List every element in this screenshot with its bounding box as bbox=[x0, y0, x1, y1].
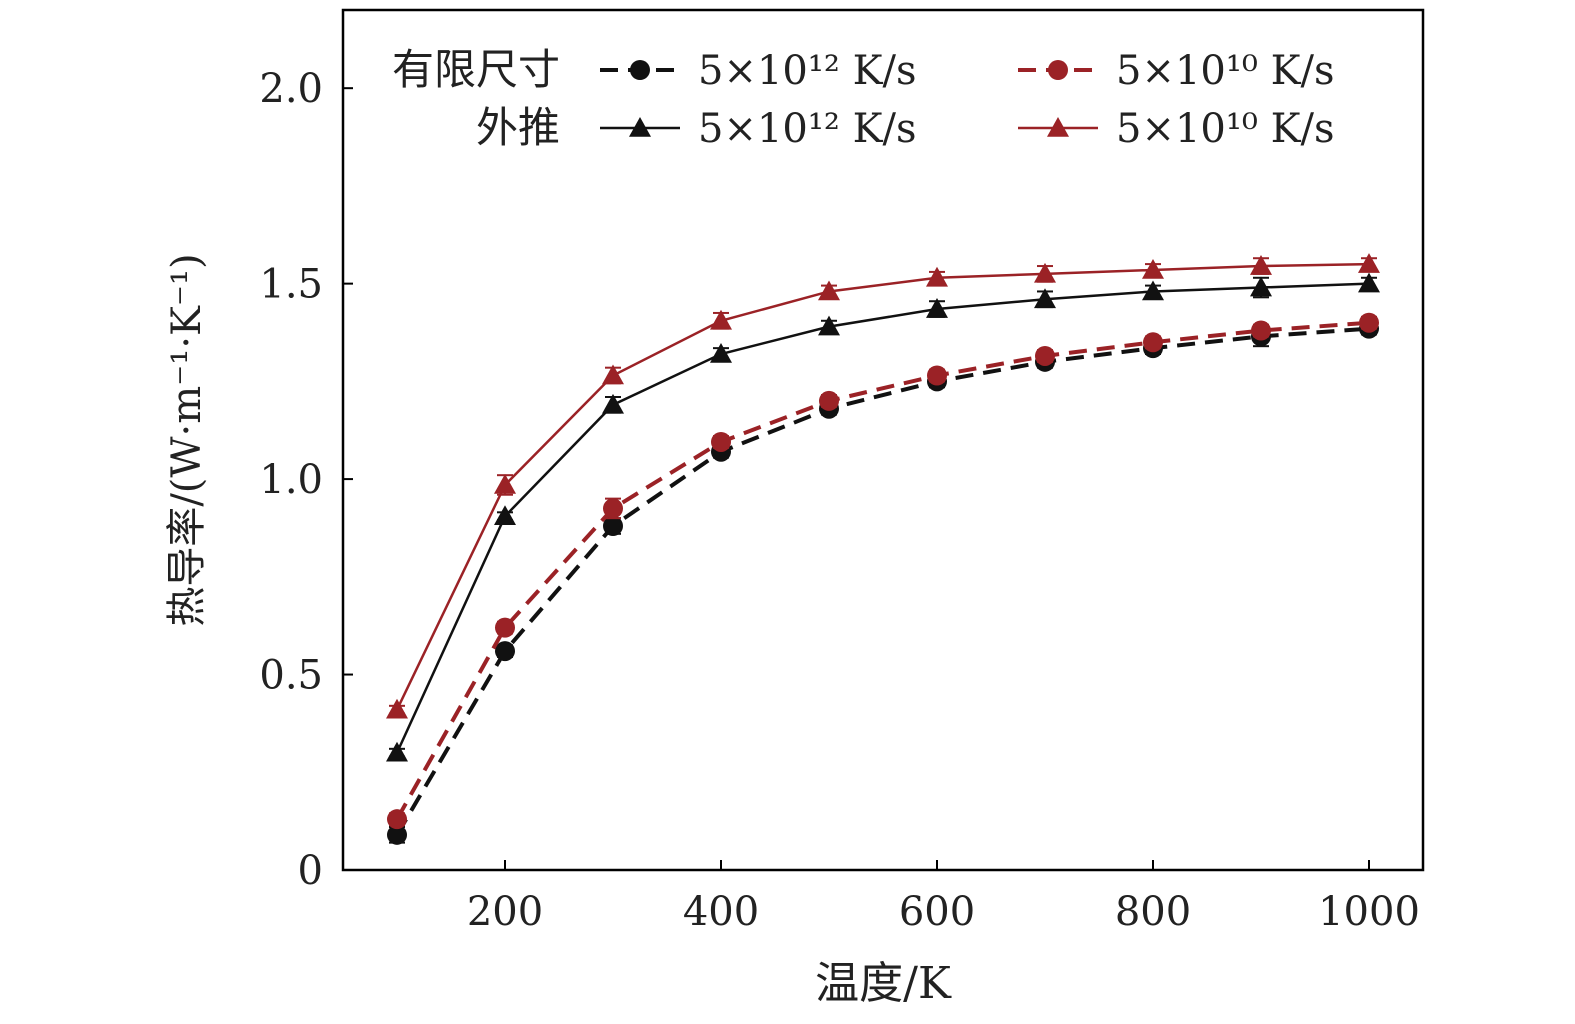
series-3 bbox=[386, 272, 1380, 762]
data-point bbox=[387, 809, 407, 830]
data-point bbox=[1358, 253, 1380, 273]
data-point bbox=[818, 280, 840, 301]
data-point bbox=[1142, 280, 1164, 301]
data-series bbox=[386, 253, 1380, 845]
data-point bbox=[603, 498, 623, 519]
data-point bbox=[1251, 320, 1271, 341]
data-point bbox=[927, 365, 947, 386]
series-4 bbox=[386, 253, 1380, 719]
x-tick-label: 200 bbox=[467, 889, 543, 935]
legend-marker bbox=[630, 60, 650, 80]
y-tick-label: 2.0 bbox=[259, 66, 323, 112]
data-point bbox=[1143, 332, 1163, 353]
legend-entry: 5×10¹⁰ K/s bbox=[1018, 48, 1335, 94]
data-point bbox=[386, 698, 408, 719]
series-2 bbox=[387, 312, 1379, 830]
data-point bbox=[386, 741, 408, 762]
y-axis-label: 热导率/(W·m⁻¹·K⁻¹) bbox=[164, 253, 210, 626]
series-line bbox=[395, 320, 1370, 821]
y-tick-label: 0 bbox=[298, 848, 323, 894]
data-point bbox=[603, 516, 623, 536]
legend-group-label: 外推 bbox=[476, 103, 560, 152]
data-point bbox=[926, 298, 948, 318]
data-point bbox=[1034, 288, 1056, 309]
x-axis-label: 温度/K bbox=[815, 958, 952, 1009]
data-point bbox=[1034, 262, 1056, 283]
legend-label: 5×10¹² K/s bbox=[698, 48, 917, 94]
x-tick-label: 800 bbox=[1115, 889, 1191, 935]
legend-label: 5×10¹² K/s bbox=[698, 106, 917, 152]
legend-entry: 5×10¹² K/s bbox=[600, 48, 917, 94]
y-tick-label: 0.5 bbox=[259, 653, 323, 699]
data-point bbox=[494, 505, 516, 526]
legend-marker bbox=[629, 117, 651, 137]
data-point bbox=[1358, 272, 1380, 293]
data-point bbox=[711, 431, 731, 452]
data-point bbox=[926, 266, 948, 287]
data-point bbox=[602, 393, 624, 414]
data-point bbox=[818, 315, 840, 336]
data-point bbox=[819, 390, 839, 411]
legend-entry: 5×10¹⁰ K/s bbox=[1018, 106, 1335, 152]
plot-frame bbox=[341, 8, 1425, 872]
x-tick-label: 400 bbox=[683, 889, 759, 935]
axis-ticks: 200 400 600 800 1000 0 0.5 1.0 1.5 2.0 bbox=[259, 66, 1420, 935]
legend-label: 5×10¹⁰ K/s bbox=[1116, 48, 1335, 94]
series-line bbox=[395, 326, 1370, 836]
data-point bbox=[1250, 276, 1272, 297]
legend-marker bbox=[1047, 117, 1069, 137]
data-point bbox=[1142, 258, 1164, 279]
data-point bbox=[494, 473, 516, 494]
series-1 bbox=[387, 318, 1379, 845]
series-line bbox=[395, 262, 1370, 711]
x-tick-label: 1000 bbox=[1318, 889, 1420, 935]
legend-entry: 5×10¹² K/s bbox=[600, 106, 917, 152]
data-point bbox=[710, 309, 732, 330]
data-point bbox=[1359, 312, 1379, 333]
data-point bbox=[710, 343, 732, 363]
data-point bbox=[1035, 345, 1055, 366]
series-line bbox=[395, 282, 1370, 754]
x-tick-label: 600 bbox=[899, 889, 975, 935]
legend-group-label: 有限尺寸 bbox=[392, 45, 560, 94]
y-tick-label: 1.5 bbox=[259, 262, 323, 308]
y-tick-label: 1.0 bbox=[259, 457, 323, 503]
data-point bbox=[495, 641, 515, 662]
legend-label: 5×10¹⁰ K/s bbox=[1116, 106, 1335, 152]
data-point bbox=[495, 617, 515, 638]
data-point bbox=[387, 824, 407, 845]
data-point bbox=[1250, 255, 1272, 275]
legend-marker bbox=[1048, 60, 1068, 80]
data-point bbox=[602, 364, 624, 385]
